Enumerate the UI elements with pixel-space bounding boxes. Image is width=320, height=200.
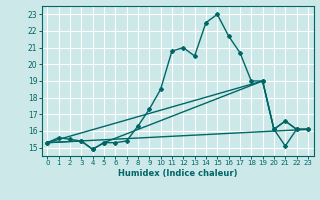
X-axis label: Humidex (Indice chaleur): Humidex (Indice chaleur) [118, 169, 237, 178]
